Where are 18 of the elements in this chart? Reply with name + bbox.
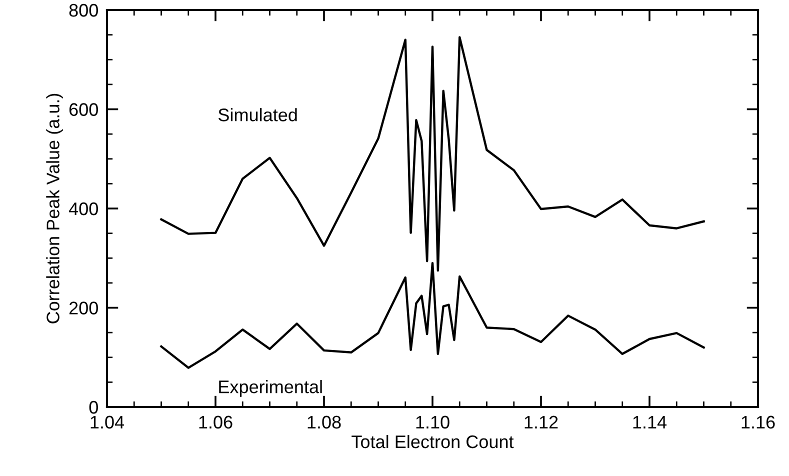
x-tick-label: 1.06: [199, 416, 232, 429]
x-tick-label: 1.14: [633, 416, 667, 428]
y-tick-label: 0: [89, 400, 98, 414]
x-axis-title: Total Electron Count: [352, 434, 514, 448]
y-tick-label: 600: [69, 103, 98, 116]
y-axis-title: Correlation Peak Value (a.u.): [46, 94, 63, 324]
x-tick-label: 1.08: [308, 416, 341, 429]
x-tick-label: 1.04: [90, 416, 124, 429]
x-tick-label: 1.12: [524, 416, 558, 428]
y-tick-label: 800: [69, 4, 98, 17]
y-tick-label: 400: [68, 202, 98, 216]
y-tick-label: 200: [69, 302, 98, 314]
line-series: [160, 262, 705, 369]
line-series: [160, 36, 705, 272]
series-label: Experimental: [219, 380, 322, 397]
x-tick-label: 1.10: [416, 416, 450, 429]
text: Simulated: [218, 108, 297, 122]
x-tick-label: 1.16: [742, 416, 775, 429]
